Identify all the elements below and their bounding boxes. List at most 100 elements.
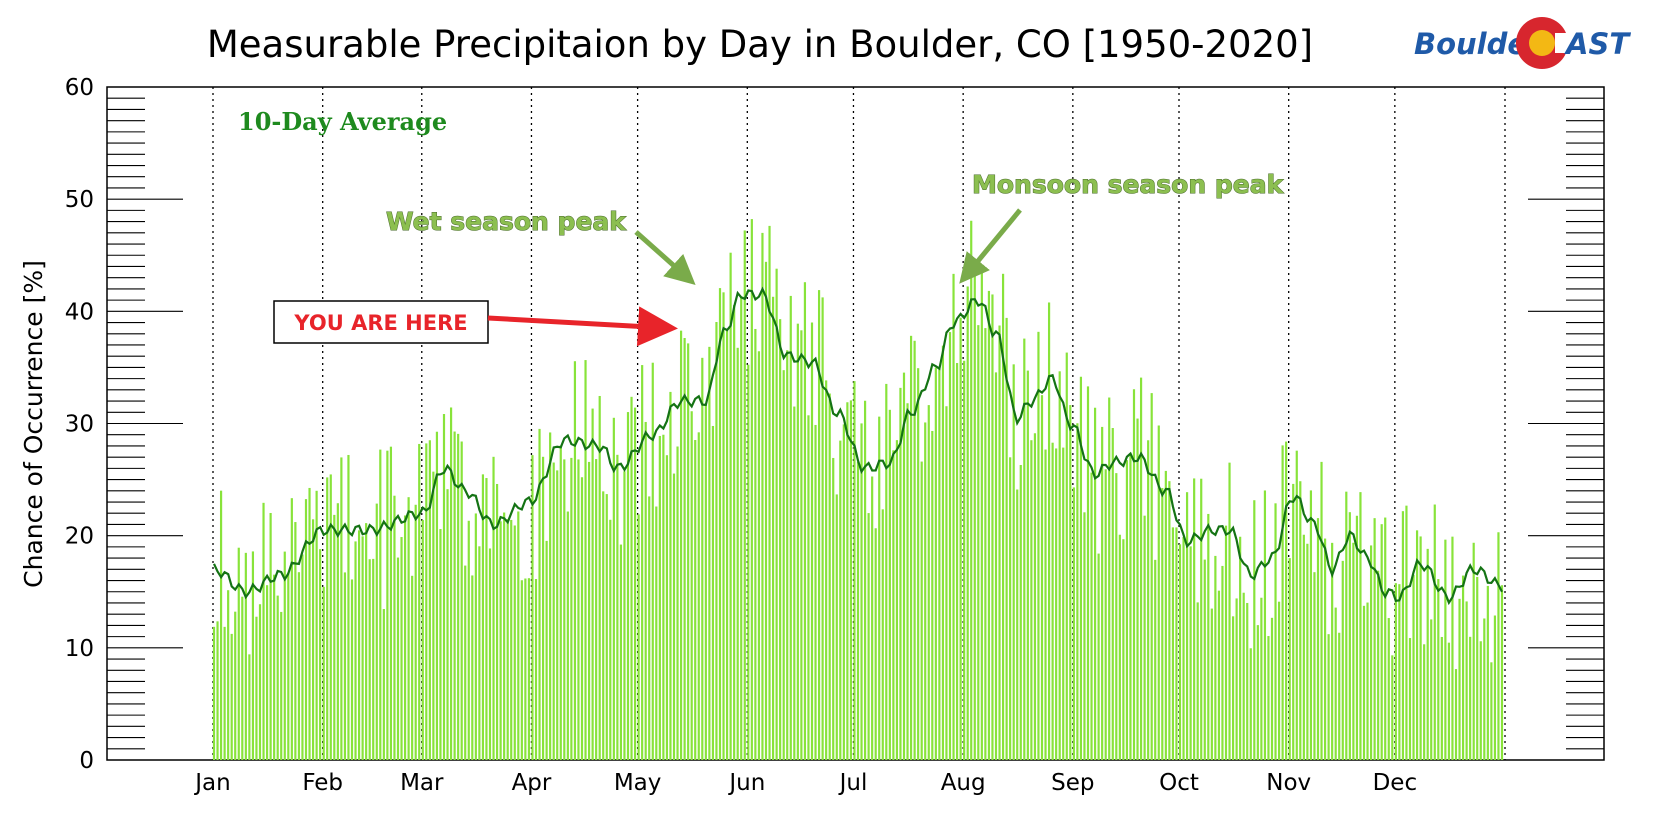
daily-bar — [326, 477, 329, 760]
daily-bar — [382, 609, 385, 760]
daily-bar — [874, 528, 877, 760]
daily-bar — [633, 407, 637, 760]
daily-bar — [729, 252, 732, 760]
daily-bar — [637, 514, 640, 760]
daily-bar — [527, 578, 531, 760]
daily-bar — [1384, 517, 1387, 760]
daily-bar — [1405, 505, 1408, 760]
daily-bar — [304, 499, 308, 760]
daily-bar — [280, 611, 283, 760]
daily-bar — [414, 504, 417, 760]
daily-bar — [1260, 597, 1263, 760]
daily-bar — [1001, 273, 1005, 760]
y-tick-label: 50 — [65, 187, 94, 213]
daily-bar — [1401, 511, 1405, 760]
daily-bar — [258, 604, 262, 760]
monsoon-season-label: Monsoon season peak — [972, 170, 1285, 199]
daily-bar — [952, 273, 955, 760]
daily-bar — [708, 346, 711, 760]
daily-bar — [1263, 490, 1267, 760]
daily-bar — [605, 494, 608, 760]
daily-bar — [800, 330, 803, 760]
daily-bar — [1044, 449, 1047, 760]
daily-bar — [1083, 512, 1086, 760]
daily-bar — [488, 548, 492, 760]
daily-bar — [1415, 530, 1419, 760]
daily-bar — [1362, 605, 1366, 760]
daily-bar — [715, 322, 718, 760]
daily-bar — [1200, 478, 1203, 760]
daily-bar — [1235, 598, 1238, 760]
you-are-here-label: YOU ARE HERE — [293, 311, 467, 335]
y-axis-label: Chance of Occurrence [%] — [19, 260, 48, 588]
daily-bar — [467, 520, 470, 760]
daily-bar — [1132, 389, 1136, 760]
daily-bar — [878, 416, 881, 760]
daily-bar — [223, 626, 226, 760]
daily-bar — [987, 290, 991, 760]
y-tick-labels: 0 10 20 30 40 50 60 — [65, 75, 94, 774]
x-tick-label: Jun — [727, 770, 765, 796]
wet-season-label: Wet season peak — [386, 207, 627, 236]
daily-bar — [460, 441, 463, 760]
x-tick-label: Sep — [1051, 770, 1094, 796]
avg-legend-label: 10-Day Average — [238, 107, 447, 136]
daily-bar — [506, 519, 509, 760]
daily-bar — [262, 502, 265, 760]
daily-bar — [747, 364, 750, 760]
daily-bar — [520, 580, 523, 760]
daily-bar — [432, 471, 435, 760]
daily-bar — [1359, 492, 1362, 760]
daily-bar — [1161, 487, 1164, 760]
daily-bar — [1451, 536, 1454, 760]
daily-bar — [1009, 457, 1012, 760]
daily-bar — [796, 323, 799, 760]
daily-bar — [1147, 440, 1150, 760]
daily-bar — [1299, 481, 1302, 760]
daily-bar — [1437, 579, 1440, 760]
daily-bar — [598, 395, 601, 760]
daily-bar — [612, 417, 615, 760]
daily-bar — [1387, 618, 1390, 760]
bouldercast-logo: Boulder AST — [1414, 17, 1631, 69]
daily-bar — [906, 403, 909, 760]
daily-bar — [1345, 491, 1348, 760]
daily-bar — [485, 478, 488, 760]
daily-bar — [761, 232, 764, 760]
daily-bar — [1224, 525, 1228, 760]
daily-bar — [503, 512, 506, 760]
daily-bar — [1069, 405, 1072, 760]
daily-bar — [1447, 642, 1451, 760]
daily-bar — [396, 557, 400, 760]
daily-bar — [1355, 515, 1359, 760]
daily-bar — [902, 372, 906, 760]
daily-bar — [559, 445, 562, 760]
chart-title: Measurable Precipitaion by Day in Boulde… — [207, 23, 1313, 66]
daily-bar — [658, 435, 661, 760]
daily-bar — [584, 360, 587, 760]
daily-bar — [471, 575, 474, 760]
daily-bar — [1444, 539, 1447, 760]
daily-bar — [1228, 462, 1231, 760]
daily-bar — [839, 440, 842, 760]
daily-bar — [439, 529, 442, 760]
daily-bar — [803, 282, 807, 760]
daily-bar — [771, 296, 775, 760]
daily-bar — [1033, 433, 1037, 760]
x-tick-label: Oct — [1159, 770, 1199, 796]
daily-bar — [736, 347, 739, 760]
daily-bar — [722, 292, 725, 760]
daily-bar — [609, 519, 612, 760]
daily-bar — [1108, 397, 1111, 760]
daily-bar — [273, 574, 276, 760]
daily-bar — [754, 328, 757, 760]
daily-bar — [718, 288, 722, 760]
daily-bar — [1040, 395, 1044, 760]
daily-bar — [1055, 448, 1058, 760]
daily-bar — [255, 616, 258, 760]
daily-bar — [616, 454, 619, 760]
daily-bar — [1122, 539, 1125, 760]
daily-bar — [856, 461, 860, 760]
daily-bar — [945, 406, 948, 760]
daily-bar — [630, 396, 633, 760]
